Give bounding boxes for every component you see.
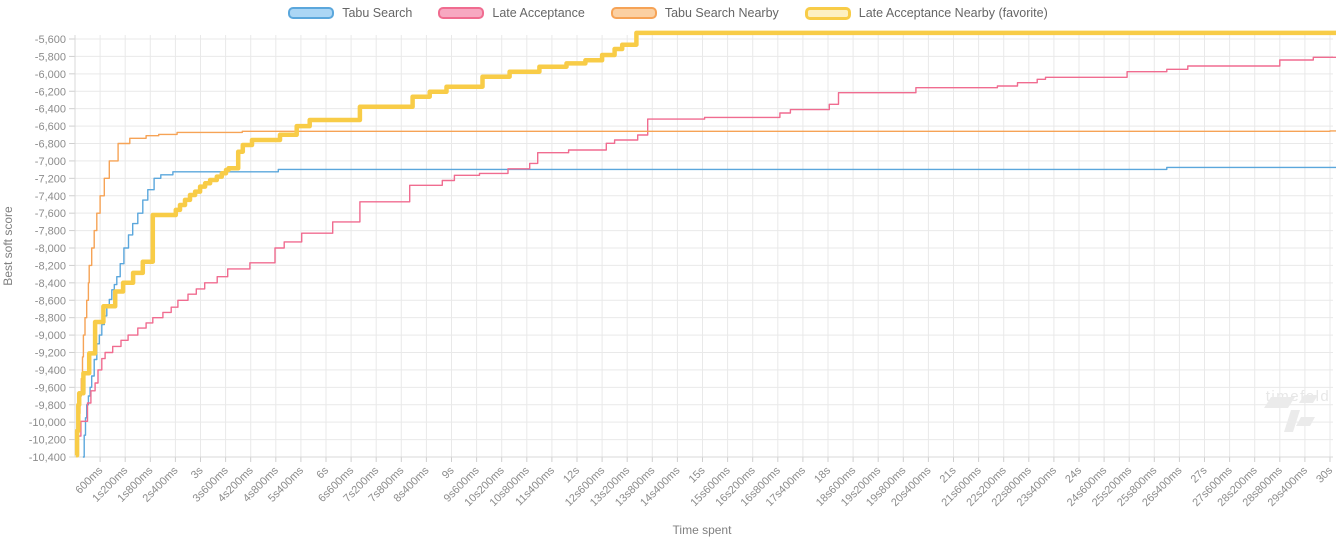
svg-text:-8,800: -8,800 xyxy=(35,313,66,325)
svg-text:-7,000: -7,000 xyxy=(35,156,66,168)
legend-swatch-icon xyxy=(804,6,851,20)
svg-text:9s: 9s xyxy=(440,464,457,481)
x-axis-title: Time spent xyxy=(673,523,733,537)
svg-text:12s: 12s xyxy=(561,464,582,485)
svg-text:-10,200: -10,200 xyxy=(29,435,66,447)
svg-text:-6,800: -6,800 xyxy=(35,139,66,151)
legend-item-label: Late Acceptance xyxy=(492,6,585,20)
svg-text:-6,200: -6,200 xyxy=(35,86,66,98)
svg-text:3s: 3s xyxy=(189,464,206,481)
svg-text:-9,400: -9,400 xyxy=(35,365,66,377)
svg-text:18s: 18s xyxy=(812,464,833,485)
legend-item-label: Tabu Search xyxy=(342,6,413,20)
svg-text:-5,800: -5,800 xyxy=(35,51,66,63)
legend-item-label: Late Acceptance Nearby (favorite) xyxy=(858,6,1048,20)
svg-text:-5,600: -5,600 xyxy=(35,34,66,46)
svg-text:-8,600: -8,600 xyxy=(35,295,66,307)
svg-text:30s: 30s xyxy=(1314,464,1335,485)
svg-text:-9,600: -9,600 xyxy=(35,382,66,394)
legend-swatch-icon xyxy=(610,7,657,19)
svg-text:24s: 24s xyxy=(1063,464,1084,485)
svg-text:-7,400: -7,400 xyxy=(35,191,66,203)
svg-text:-7,800: -7,800 xyxy=(35,226,66,238)
svg-text:15s: 15s xyxy=(687,464,708,485)
legend: Tabu Search Late Acceptance Tabu Search … xyxy=(0,6,1336,20)
svg-text:-10,000: -10,000 xyxy=(29,417,66,429)
axes xyxy=(69,35,1333,462)
legend-item-tabu-search[interactable]: Tabu Search xyxy=(288,6,412,20)
gridlines xyxy=(75,35,1333,458)
svg-text:-6,000: -6,000 xyxy=(35,69,66,81)
y-axis-title: Best soft score xyxy=(1,206,15,286)
svg-text:-6,400: -6,400 xyxy=(35,104,66,116)
legend-swatch-icon xyxy=(288,7,335,19)
svg-text:-7,200: -7,200 xyxy=(35,173,66,185)
svg-text:-8,400: -8,400 xyxy=(35,278,66,290)
y-axis-tick-labels: -5,600 -5,800 -6,000 -6,200 -6,400 -6,600 -6,8… xyxy=(29,34,66,464)
svg-text:-9,000: -9,000 xyxy=(35,330,66,342)
legend-item-tabu-search-nearby[interactable]: Tabu Search Nearby xyxy=(610,6,779,20)
legend-item-label: Tabu Search Nearby xyxy=(664,6,779,20)
series-lines xyxy=(74,30,1336,458)
svg-text:6s: 6s xyxy=(314,464,331,481)
svg-text:-9,200: -9,200 xyxy=(35,348,66,360)
svg-text:-8,200: -8,200 xyxy=(35,260,66,272)
legend-item-late-acceptance[interactable]: Late Acceptance xyxy=(438,6,585,20)
svg-text:-7,600: -7,600 xyxy=(35,208,66,220)
svg-text:-8,000: -8,000 xyxy=(35,243,66,255)
legend-item-late-acceptance-nearby[interactable]: Late Acceptance Nearby (favorite) xyxy=(804,6,1048,20)
svg-text:27s: 27s xyxy=(1189,464,1210,485)
svg-text:21s: 21s xyxy=(938,464,959,485)
svg-text:-9,800: -9,800 xyxy=(35,400,66,412)
legend-swatch-icon xyxy=(438,7,485,19)
svg-text:-6,600: -6,600 xyxy=(35,121,66,133)
svg-text:-10,400: -10,400 xyxy=(29,452,66,464)
